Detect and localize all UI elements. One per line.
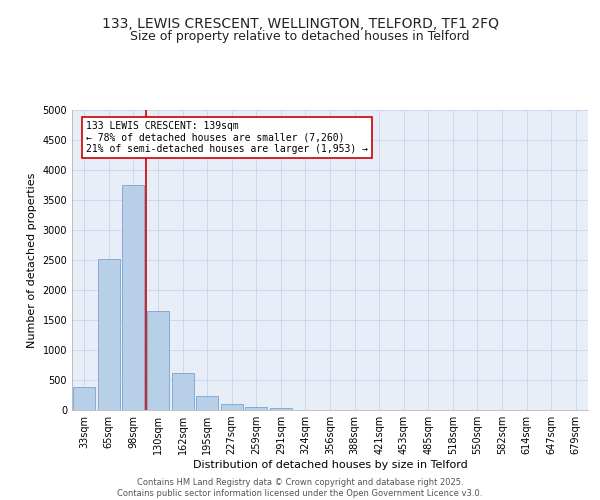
Bar — [73, 387, 95, 410]
Text: Contains HM Land Registry data © Crown copyright and database right 2025.
Contai: Contains HM Land Registry data © Crown c… — [118, 478, 482, 498]
Bar — [196, 396, 218, 410]
Y-axis label: Number of detached properties: Number of detached properties — [27, 172, 37, 348]
Bar — [98, 259, 120, 410]
Bar — [245, 406, 268, 410]
Text: Size of property relative to detached houses in Telford: Size of property relative to detached ho… — [130, 30, 470, 43]
Bar — [270, 408, 292, 410]
Bar — [221, 404, 243, 410]
Text: 133 LEWIS CRESCENT: 139sqm
← 78% of detached houses are smaller (7,260)
21% of s: 133 LEWIS CRESCENT: 139sqm ← 78% of deta… — [86, 121, 368, 154]
Bar — [172, 373, 194, 410]
Bar — [147, 311, 169, 410]
Text: 133, LEWIS CRESCENT, WELLINGTON, TELFORD, TF1 2FQ: 133, LEWIS CRESCENT, WELLINGTON, TELFORD… — [101, 18, 499, 32]
Bar — [122, 185, 145, 410]
X-axis label: Distribution of detached houses by size in Telford: Distribution of detached houses by size … — [193, 460, 467, 470]
